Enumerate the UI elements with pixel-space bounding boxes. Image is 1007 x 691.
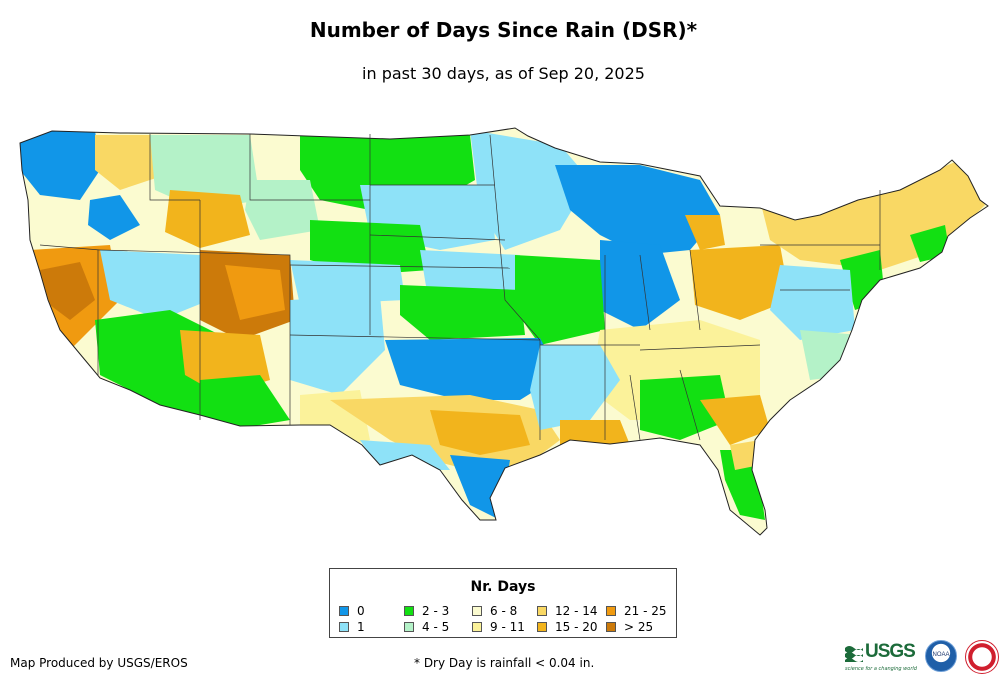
region-ga-dry [700,395,770,445]
legend-item: 21 - 25 [606,605,667,617]
region-nc-east [800,330,860,380]
region-nv [100,250,210,320]
map-title: Number of Days Since Rain (DSR)* [309,18,698,42]
map-credit: Map Produced by USGS/EROS [10,656,188,670]
region-co-wet [290,260,405,305]
region-mo-green [515,255,605,345]
boundary-line [629,374,641,441]
legend-item: 9 - 11 [472,621,525,633]
boundary-line [289,264,511,269]
nws-logo [965,640,999,674]
legend-swatch [404,622,414,632]
region-nm-green [200,375,290,430]
region-fl-north [730,440,760,470]
legend-swatch [404,606,414,616]
region-ma-green [910,225,950,262]
region-or-zero [88,195,140,240]
legend-swatch [472,622,482,632]
boundary-line [489,134,541,440]
boundary-line [39,244,101,251]
usgs-logo: USGS science for a changing world [845,641,919,681]
region-wi-mi-zero [555,165,720,255]
legend-label: 21 - 25 [624,604,667,618]
usgs-wave-icon [845,646,863,662]
legend-swatch [606,606,616,616]
usgs-tagline: science for a changing world [845,666,917,672]
region-oh-dry [690,245,790,320]
region-ca-very-dry [40,262,95,320]
dry-day-footnote: * Dry Day is rainfall < 0.04 in. [414,656,595,670]
legend-item: 15 - 20 [537,621,598,633]
legend-label: 12 - 14 [555,604,598,618]
region-id-dry [165,190,250,248]
legend-label: 2 - 3 [422,604,450,618]
region-ks-green [400,285,525,340]
legend-item: 12 - 14 [537,605,598,617]
region-pnw-dry [95,135,165,190]
boundary-line [99,249,291,425]
legend-swatch [339,606,349,616]
legend-item: 1 [339,621,365,633]
map-subtitle: in past 30 days, as of Sep 20, 2025 [362,64,645,83]
region-ok-zero [385,338,560,400]
us-outline [19,127,989,536]
legend-label: 9 - 11 [490,620,525,634]
boundary-line [149,134,200,201]
region-mn-wet [470,130,590,250]
noaa-logo: NOAA [925,640,957,672]
legend-swatch [339,622,349,632]
region-va-wet [770,265,855,340]
legend-label: 4 - 5 [422,620,450,634]
region-ar [530,345,620,430]
legend-item: 6 - 8 [472,605,517,617]
boundary-line [249,134,370,201]
legend-swatch [537,622,547,632]
region-wy [245,180,320,240]
legend: Nr. Days 0 1 2 - 3 4 - 5 6 - 8 9 - 11 12… [329,568,677,638]
region-pnw-zero [20,130,100,200]
legend-item: 2 - 3 [404,605,449,617]
rainfall-regions [20,128,988,535]
boundary-line [639,344,761,351]
region-ga-green [640,375,730,440]
boundary-line [639,254,651,331]
legend-item: > 25 [606,621,653,633]
region-il-zero [600,240,680,330]
state-boundaries [39,134,881,441]
legend-label: 0 [357,604,365,618]
region-mi-dry [685,215,725,250]
boundary-line [369,234,506,241]
legend-swatch [472,606,482,616]
legend-label: 1 [357,620,365,634]
legend-item: 0 [339,605,365,617]
legend-label: 6 - 8 [490,604,518,618]
legend-swatch [606,622,616,632]
boundary-line [679,369,701,441]
legend-label: > 25 [624,620,654,634]
legend-item: 4 - 5 [404,621,449,633]
region-tx-central [430,410,530,455]
region-ut-dry [225,265,285,320]
boundary-line [689,249,701,331]
legend-label: 15 - 20 [555,620,598,634]
region-tx-west [360,440,450,470]
boundary-line [289,334,541,341]
legend-title: Nr. Days [470,579,536,595]
usgs-wordmark: USGS [865,641,916,662]
region-nm-wet [290,295,385,395]
legend-swatch [537,606,547,616]
